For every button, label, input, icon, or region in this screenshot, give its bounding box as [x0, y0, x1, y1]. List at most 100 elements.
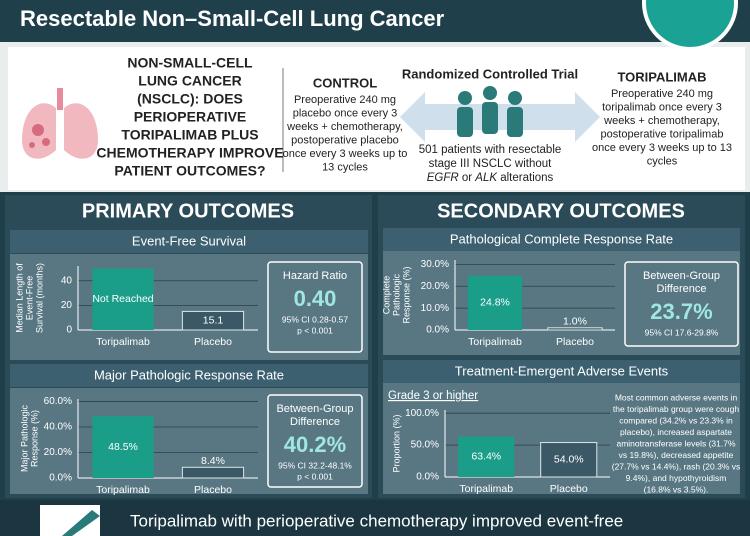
control-line: once every 3 weeks up to: [283, 148, 408, 160]
chart-header: [10, 230, 368, 253]
x-tick-label: Placebo: [550, 483, 588, 495]
y-tick-label: 0: [66, 325, 72, 336]
stat-p: p < 0.001: [297, 325, 333, 335]
y-axis-label: Proportion (%): [391, 414, 401, 472]
value-label: 63.4%: [471, 451, 501, 463]
control-line: placebo once every 3: [293, 107, 398, 119]
control-line: 13 cycles: [322, 161, 368, 173]
note-line: aminotransferase levels (31.7%: [616, 438, 736, 448]
y-tick-label: 50.0%: [411, 440, 439, 451]
y-tick-label: 100.0%: [405, 408, 439, 419]
bar: [181, 310, 245, 331]
question-line: CHEMOTHERAPY IMPROVE: [96, 145, 283, 161]
lung-icon: [22, 88, 98, 159]
bar: [540, 442, 598, 478]
stat-box: [267, 261, 363, 353]
bar: [547, 327, 603, 331]
stat-label: Difference: [290, 416, 340, 428]
x-tick-label: Toripalimab: [468, 336, 522, 348]
value-label: 1.0%: [563, 316, 587, 328]
y-tick-label: 20.0%: [44, 447, 72, 458]
treatment-title: TORIPALIMAB: [617, 69, 706, 84]
x-tick-label: Toripalimab: [459, 483, 513, 495]
section-title: SECONDARY OUTCOMES: [437, 200, 685, 222]
y-axis-label: Complete: [381, 276, 391, 315]
question-line: PERIOPERATIVE: [134, 109, 247, 125]
value-label: 15.1: [203, 314, 224, 326]
y-axis-label: Major Pathologic: [19, 404, 29, 472]
stat-p: p < 0.001: [297, 471, 333, 481]
y-axis-label: Survival (months): [34, 263, 44, 333]
value-label: 24.8%: [480, 297, 510, 309]
y-tick-label: 10.0%: [421, 303, 449, 314]
note-line: the toripalimab group were cough: [613, 404, 739, 414]
trial-title: Randomized Controlled Trial: [402, 66, 578, 81]
people-icon: [457, 86, 523, 137]
question-line: PATIENT OUTCOMES?: [114, 163, 265, 179]
trial-fragment: alterations: [497, 172, 554, 184]
trial-fragment: EGFR: [427, 172, 459, 184]
stat-label: Between-Group: [643, 270, 720, 282]
x-tick-label: Toripalimab: [96, 336, 150, 348]
y-tick-label: 20.0%: [421, 281, 449, 292]
chart-title: Event-Free Survival: [132, 233, 246, 248]
question-line: LUNG CANCER: [138, 73, 241, 89]
stat-ci: 95% CI 17.6-29.8%: [645, 327, 719, 337]
note-line: Most common adverse events in: [615, 392, 738, 402]
question-line: (NSCLC): DOES: [137, 91, 243, 107]
y-tick-label: 60.0%: [44, 396, 72, 407]
note-line: compared (34.2% vs 23.3% in: [619, 415, 733, 425]
treatment-line: Preoperative 240 mg: [611, 88, 713, 100]
treatment-line: toripalimab once every 3: [602, 101, 722, 113]
stat-label: Hazard Ratio: [283, 270, 347, 282]
control-title: CONTROL: [313, 75, 377, 90]
trial-box: [8, 47, 745, 190]
question-line: TORIPALIMAB PLUS: [121, 127, 258, 143]
trial-fragment: ALK: [474, 172, 498, 184]
y-axis-label: Median Length of: [14, 263, 24, 333]
chart-header: [383, 228, 740, 251]
stat-box: [267, 394, 363, 488]
x-tick-label: Placebo: [556, 336, 594, 348]
x-tick-label: Placebo: [194, 484, 232, 496]
chart-header: [10, 364, 368, 387]
x-tick-label: Toripalimab: [96, 484, 150, 496]
title: Resectable Non–Small-Cell Lung Cancer: [20, 6, 445, 31]
stat-label: Between-Group: [276, 403, 353, 415]
footer-icon: [40, 505, 100, 536]
trial-line: 501 patients with resectable: [419, 144, 562, 156]
note-line: placebo), increased aspartate: [620, 427, 732, 437]
bar: [92, 416, 154, 478]
note-line: (16.8% vs 3.5%).: [644, 484, 709, 494]
y-tick-label: 30.0%: [421, 259, 449, 270]
value-label: Not Reached: [92, 293, 153, 305]
control-line: Preoperative 240 mg: [294, 94, 396, 106]
bar: [92, 268, 154, 330]
stat-value: 40.2%: [284, 432, 346, 457]
treatment-line: postoperative toripalimab: [601, 128, 724, 140]
footer-band: [0, 500, 750, 536]
y-tick-label: 0.0%: [416, 472, 439, 483]
trial-line: EGFR or ALK alterations: [427, 172, 554, 184]
y-tick-label: 40.0%: [44, 422, 72, 433]
stat-label: Difference: [657, 283, 707, 295]
section-title: PRIMARY OUTCOMES: [82, 200, 294, 222]
y-axis-label: Response (%): [29, 410, 39, 467]
bar: [467, 275, 523, 330]
chart-subtitle: Grade 3 or higher: [388, 390, 478, 402]
stat-value: 23.7%: [650, 299, 712, 324]
value-label: 48.5%: [108, 441, 138, 453]
x-tick-label: Placebo: [194, 336, 232, 348]
note-line: 9.4%), and hypothyroidism: [626, 473, 727, 483]
control-line: weeks + chemotherapy,: [286, 121, 403, 133]
trial-line: stage III NSCLC without: [429, 158, 553, 170]
stat-box: [624, 261, 739, 347]
stat-ci: 95% CI 0.28-0.57: [282, 314, 348, 324]
chart-title: Pathological Complete Response Rate: [450, 231, 673, 246]
y-tick-label: 0.0%: [49, 473, 72, 484]
note-line: vs 19.8%), decreased appetite: [619, 450, 734, 460]
chart-title: Treatment-Emergent Adverse Events: [455, 363, 669, 378]
y-axis-label: Response (%): [401, 266, 411, 323]
chart-header: [383, 360, 740, 383]
